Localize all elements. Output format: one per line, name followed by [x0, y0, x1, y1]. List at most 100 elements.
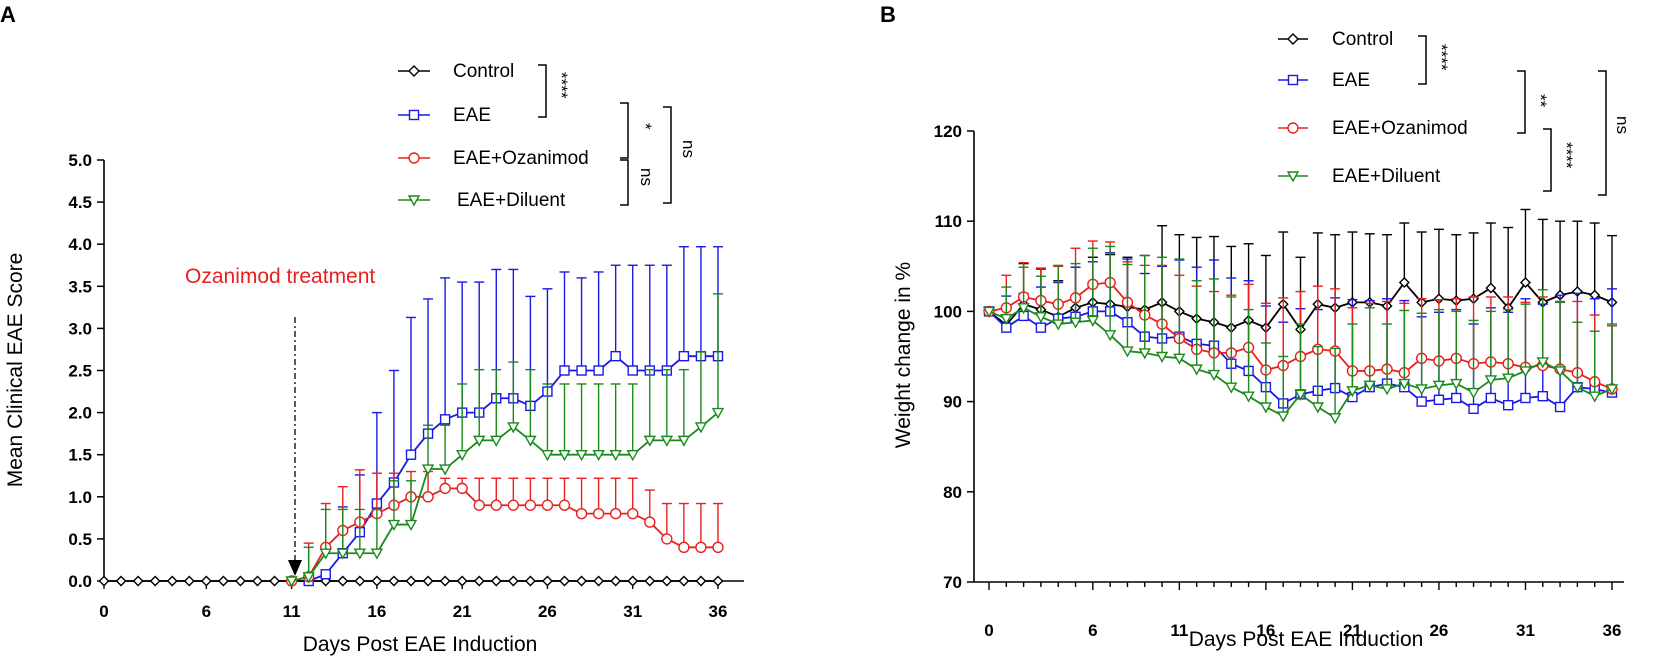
chart-a-ytick-label: 3.0 [68, 319, 92, 338]
chart-b-significance [1418, 35, 1607, 196]
chart-a-ytick-label: 1.0 [68, 488, 92, 507]
data-point [1433, 394, 1445, 405]
data-point [1259, 402, 1273, 414]
sig-b-ozanimod-diluent: **** [1557, 142, 1576, 169]
data-point [1571, 382, 1584, 394]
data-point [1450, 378, 1463, 391]
data-point [405, 575, 417, 587]
data-point [353, 548, 367, 560]
data-point [695, 575, 707, 587]
data-point [712, 575, 724, 587]
chart-a-xtick-label: 36 [709, 602, 728, 621]
legend-a-eae: EAE [453, 105, 491, 126]
data-point [1242, 391, 1255, 403]
chart-b-xtick-label: 11 [1170, 621, 1188, 640]
data-point [439, 575, 451, 587]
data-point [336, 548, 349, 560]
legend-a-marker [407, 195, 421, 207]
chart-a-xtick-label: 16 [367, 602, 386, 621]
data-point [610, 575, 622, 587]
chart-b-legend: Control EAE EAE+Ozanimod EAE+Diluent [1332, 29, 1468, 187]
legend-b-marker [1287, 122, 1299, 134]
chart-b-xlabel: Days Post EAE Induction [1189, 628, 1424, 651]
data-point [405, 449, 417, 460]
data-point [627, 365, 638, 376]
chart-a-ytick-label: 3.5 [68, 277, 92, 296]
data-point [490, 435, 503, 447]
legend-b-control: Control [1332, 29, 1393, 50]
chart-b-ytick-label: 80 [943, 483, 962, 502]
data-point [1432, 380, 1446, 392]
data-point [712, 541, 724, 554]
chart-b-ytick-label: 120 [934, 122, 962, 141]
data-point [1485, 282, 1497, 294]
data-point [558, 450, 571, 462]
data-point [234, 575, 246, 587]
chart-b-xtick-label: 31 [1516, 621, 1535, 640]
data-point [678, 350, 690, 362]
data-point [319, 548, 332, 560]
legend-a-ozanimod: EAE+Ozanimod [453, 148, 589, 169]
data-point [609, 507, 622, 520]
data-point [115, 575, 127, 587]
data-point [661, 533, 673, 545]
data-point [1520, 392, 1531, 404]
data-point [982, 306, 996, 318]
data-point [694, 422, 708, 434]
chart-a-legend: Control EAE EAE+Ozanimod EAE+Diluent [453, 61, 589, 211]
chart-b-plot: 70 80 90 100 110 120 0 6 11 16 21 26 31 36 [934, 33, 1622, 640]
chart-a-significance [538, 64, 672, 206]
data-point [660, 435, 674, 447]
data-point [490, 499, 502, 511]
data-point [149, 575, 161, 587]
data-point [456, 575, 468, 587]
data-point [541, 450, 554, 462]
data-point [1484, 375, 1498, 387]
data-point [455, 450, 469, 462]
data-point [422, 575, 434, 587]
legend-a-marker [408, 109, 420, 121]
data-point [473, 435, 486, 447]
data-point [1415, 384, 1428, 396]
sig-a-eae-diluent: ns [679, 140, 698, 158]
chart-a-treatment-arrow [288, 560, 302, 576]
data-point [678, 541, 690, 554]
data-point [1380, 384, 1394, 396]
sig-a-control-eae: **** [552, 72, 571, 99]
chart-b-ytick-label: 90 [943, 393, 962, 412]
chart-a-series-eae-ozanimod [285, 469, 724, 587]
data-point [1605, 384, 1619, 396]
data-point [627, 575, 639, 587]
chart-a-xtick-label: 0 [99, 602, 108, 621]
data-point [1363, 380, 1376, 392]
data-point [388, 575, 400, 587]
data-point [98, 575, 110, 587]
data-point [354, 575, 366, 587]
data-point [422, 491, 434, 503]
chart-a-series-eae-diluent [285, 293, 725, 588]
data-point [1052, 319, 1065, 331]
chart-b-ytick-label: 100 [934, 302, 962, 321]
data-point [200, 575, 212, 587]
data-point [576, 365, 587, 376]
data-point [456, 482, 468, 495]
data-point [438, 464, 452, 476]
data-point [1086, 315, 1100, 327]
chart-a-xtick-label: 6 [202, 602, 211, 621]
chart-b-xtick-label: 16 [1256, 621, 1275, 640]
chart-b-xtick-label: 36 [1603, 621, 1622, 640]
chart-a-xtick-label: 31 [623, 602, 642, 621]
chart-a-xlabel: Days Post EAE Induction [303, 633, 538, 656]
data-point [1103, 330, 1117, 342]
data-point [370, 548, 384, 560]
data-point [592, 450, 605, 462]
data-point [1398, 277, 1410, 289]
data-point [1034, 312, 1048, 324]
data-point [285, 576, 298, 588]
data-point [1467, 387, 1480, 400]
chart-a-ylabel: Mean Clinical EAE Score [4, 253, 27, 488]
data-point [575, 450, 588, 462]
sig-b-control-eae: **** [1432, 44, 1451, 71]
data-point [1035, 322, 1047, 333]
sig-b-eae-diluent: ns [1613, 116, 1632, 134]
